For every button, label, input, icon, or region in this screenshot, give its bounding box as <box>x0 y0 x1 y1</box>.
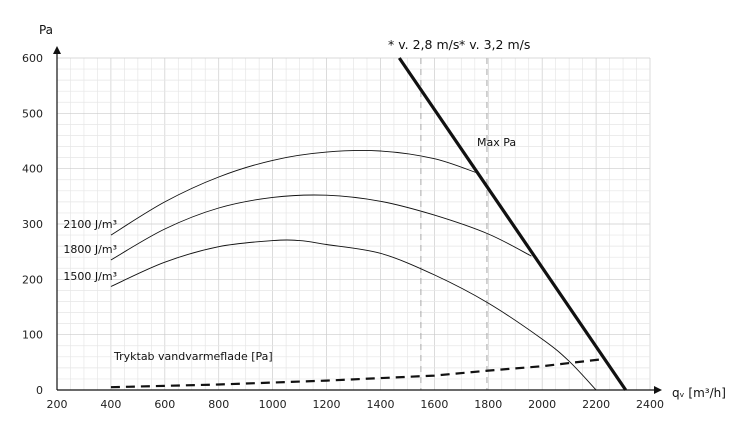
series-label-1500: 1500 J/m³ <box>63 270 117 283</box>
x-tick-label: 2200 <box>582 398 610 411</box>
series-line-1 <box>110 149 478 236</box>
x-tick-label: 2400 <box>636 398 664 411</box>
series-label-max-pa: Max Pa <box>477 136 516 149</box>
velocity-label-2: * v. 3,2 m/s <box>459 37 530 52</box>
series-line-5 <box>397 57 628 391</box>
x-tick-label: 1400 <box>366 398 394 411</box>
y-tick-label: 300 <box>22 218 43 231</box>
x-tick-label: 1800 <box>474 398 502 411</box>
velocity-label-1: * v. 2,8 m/s <box>388 37 459 52</box>
x-axis-label: qᵥ [m³/h] <box>672 386 726 400</box>
x-tick-label: 200 <box>47 398 68 411</box>
labels: 200 400 600 800 1000 1200 1400 1600 1800 2000 2200… <box>22 23 726 411</box>
series <box>110 57 628 391</box>
y-tick-label: 0 <box>36 384 43 397</box>
series-line-4 <box>110 357 605 389</box>
x-axis-arrow <box>654 386 662 394</box>
series-label-1800: 1800 J/m³ <box>63 243 117 256</box>
grid <box>56 57 651 391</box>
y-axis-arrow <box>53 46 61 54</box>
series-line-3 <box>110 239 597 391</box>
y-axis-label: Pa <box>39 23 53 37</box>
x-tick-label: 400 <box>100 398 121 411</box>
x-tick-label: 1000 <box>259 398 287 411</box>
y-tick-label: 100 <box>22 329 43 342</box>
series-label-tryktab: Tryktab vandvarmeflade [Pa] <box>113 350 273 363</box>
x-tick-label: 800 <box>208 398 229 411</box>
x-tick-label: 600 <box>154 398 175 411</box>
velocity-lines <box>420 58 488 390</box>
x-tick-label: 1600 <box>420 398 448 411</box>
axes <box>53 46 662 394</box>
y-tick-label: 400 <box>22 163 43 176</box>
series-label-2100: 2100 J/m³ <box>63 218 117 231</box>
y-tick-label: 600 <box>22 52 43 65</box>
y-tick-label: 500 <box>22 107 43 120</box>
x-tick-label: 2000 <box>528 398 556 411</box>
y-tick-label: 200 <box>22 273 43 286</box>
x-tick-label: 1200 <box>313 398 341 411</box>
series-line-2 <box>110 194 532 261</box>
